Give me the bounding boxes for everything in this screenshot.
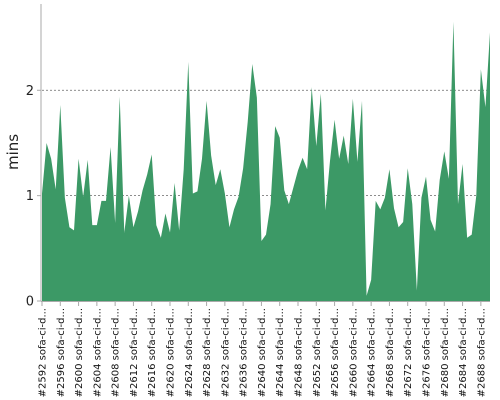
y-tick-labels: 0 1 2 — [26, 84, 41, 310]
x-tick-labels: #2592 sofa-ci-d... #2596 sofa-ci-d... #260… — [38, 302, 487, 397]
duration-area — [42, 21, 490, 302]
x-tick-label: #2656 sofa-ci-d... — [330, 308, 341, 397]
x-tick-label: #2664 sofa-ci-d... — [367, 308, 378, 397]
x-tick-label: #2620 sofa-ci-d... — [166, 308, 177, 397]
x-tick-label: #2652 sofa-ci-d... — [312, 308, 323, 397]
x-tick-label: #2648 sofa-ci-d... — [294, 308, 305, 397]
grid-lines — [42, 89, 490, 197]
x-tick-label: #2600 sofa-ci-d... — [74, 308, 85, 397]
y-tick-label: 1 — [26, 189, 34, 204]
x-tick-label: #2644 sofa-ci-d... — [275, 308, 286, 397]
x-tick-label: #2592 sofa-ci-d... — [38, 308, 49, 397]
x-tick-label: #2684 sofa-ci-d... — [458, 308, 469, 397]
axes — [40, 4, 490, 302]
x-tick-label: #2660 sofa-ci-d... — [348, 308, 359, 397]
x-tick-label: #2616 sofa-ci-d... — [147, 308, 158, 397]
x-tick-label: #2596 sofa-ci-d... — [56, 308, 67, 397]
x-tick-label: #2624 sofa-ci-d... — [184, 308, 195, 397]
x-tick-label: #2632 sofa-ci-d... — [220, 308, 231, 397]
x-tick-label: #2608 sofa-ci-d... — [111, 308, 122, 397]
x-tick-label: #2688 sofa-ci-d... — [476, 308, 487, 397]
x-tick-label: #2636 sofa-ci-d... — [239, 308, 250, 397]
x-tick-label: #2640 sofa-ci-d... — [257, 308, 268, 397]
x-tick-label: #2680 sofa-ci-d... — [440, 308, 451, 397]
x-tick-label: #2668 sofa-ci-d... — [385, 308, 396, 397]
y-tick-label: 0 — [26, 295, 34, 310]
y-tick-label: 2 — [26, 84, 34, 99]
x-tick-label: #2612 sofa-ci-d... — [129, 308, 140, 397]
y-axis-title: mins — [4, 134, 22, 170]
x-tick-label: #2672 sofa-ci-d... — [403, 308, 414, 397]
x-tick-label: #2604 sofa-ci-d... — [92, 308, 103, 397]
x-tick-label: #2628 sofa-ci-d... — [202, 308, 213, 397]
x-tick-label: #2676 sofa-ci-d... — [422, 308, 433, 397]
